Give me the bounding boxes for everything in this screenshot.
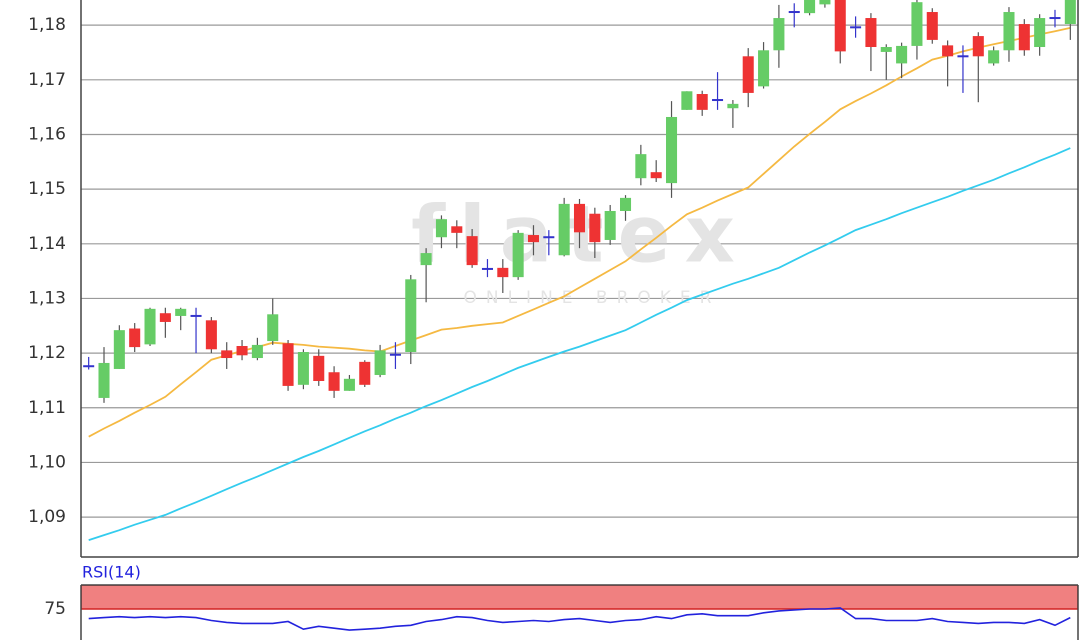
candle-body bbox=[650, 172, 662, 179]
candle-body bbox=[1064, 0, 1076, 25]
watermark-sub: ONLINE BROKER bbox=[463, 288, 720, 308]
candle-body bbox=[159, 313, 171, 322]
candle-body bbox=[359, 361, 371, 385]
candle-body bbox=[1003, 12, 1015, 51]
rsi-panel: RSI(14) 75 bbox=[44, 563, 1079, 640]
candle-body bbox=[313, 355, 325, 381]
candle-body bbox=[144, 308, 156, 345]
candle-body bbox=[98, 362, 110, 398]
candle-body bbox=[911, 2, 923, 46]
candle-body bbox=[405, 279, 417, 353]
candle-body bbox=[527, 235, 540, 243]
candle-body bbox=[205, 320, 217, 350]
candle-body bbox=[175, 308, 187, 316]
y-tick-label: 1,15 bbox=[28, 179, 66, 199]
y-tick-label: 1,14 bbox=[28, 234, 66, 254]
candle-body bbox=[666, 116, 678, 184]
y-tick-label: 75 bbox=[44, 599, 66, 619]
panel-title: RSI(14) bbox=[82, 563, 141, 582]
y-tick-label: 1,11 bbox=[28, 398, 66, 418]
candle-body bbox=[696, 94, 708, 110]
candle-body bbox=[466, 236, 478, 266]
candle-body bbox=[267, 314, 279, 342]
candle-body bbox=[420, 253, 432, 266]
candle-body bbox=[221, 350, 233, 359]
candle-body bbox=[558, 203, 570, 256]
candle-body bbox=[435, 219, 447, 238]
candle-body bbox=[834, 0, 846, 52]
candle-body bbox=[926, 12, 938, 40]
overbought-band bbox=[81, 585, 1078, 610]
y-tick-label: 1,16 bbox=[28, 124, 66, 144]
candle-body bbox=[972, 36, 984, 57]
candle-body bbox=[236, 346, 248, 356]
candle-body bbox=[374, 350, 386, 375]
watermark: flatex bbox=[411, 190, 749, 280]
candle-body bbox=[988, 50, 1000, 64]
candle-body bbox=[113, 330, 125, 369]
candle-body bbox=[619, 197, 632, 211]
candle-body bbox=[573, 203, 586, 233]
candle-body bbox=[727, 103, 739, 109]
candle-body bbox=[896, 45, 908, 64]
candle-body bbox=[297, 352, 309, 385]
candle-body bbox=[804, 0, 816, 14]
candle-body bbox=[880, 47, 892, 52]
candle-body bbox=[635, 154, 647, 179]
y-tick-label: 1,17 bbox=[28, 70, 66, 90]
candle-body bbox=[282, 343, 294, 386]
y-tick-label: 1,09 bbox=[28, 507, 66, 527]
y-tick-label: 1,10 bbox=[28, 452, 66, 472]
plot-area bbox=[81, 585, 1078, 631]
y-tick-label: 1,13 bbox=[28, 288, 66, 308]
moving-average-line bbox=[88, 147, 1071, 541]
candle-body bbox=[742, 56, 754, 93]
candle-body bbox=[497, 267, 509, 278]
candle-body bbox=[512, 232, 524, 278]
candle-body bbox=[1034, 18, 1046, 48]
candle-body bbox=[773, 18, 785, 51]
candle-body bbox=[328, 372, 340, 391]
candle-body bbox=[589, 213, 601, 243]
candle-body bbox=[942, 45, 954, 57]
plot-area: flatex ONLINE BROKER bbox=[83, 0, 1076, 541]
y-tick-label: 1,18 bbox=[28, 15, 66, 35]
candle-body bbox=[758, 50, 770, 87]
candle-body bbox=[1018, 24, 1030, 51]
candle-body bbox=[343, 378, 355, 391]
candle-body bbox=[819, 0, 831, 5]
rsi-line bbox=[88, 607, 1071, 631]
candle-body bbox=[129, 328, 141, 348]
candle-body bbox=[451, 226, 463, 233]
price-panel: 1,09 1,10 1,11 1,12 1,13 1,14 1,15 1,16 1,17 1,18… bbox=[28, 0, 1079, 558]
candle-body bbox=[604, 210, 616, 240]
candle-body bbox=[251, 344, 263, 359]
y-tick-label: 1,12 bbox=[28, 343, 66, 363]
candle-body bbox=[865, 18, 877, 48]
candle-body bbox=[681, 91, 693, 110]
